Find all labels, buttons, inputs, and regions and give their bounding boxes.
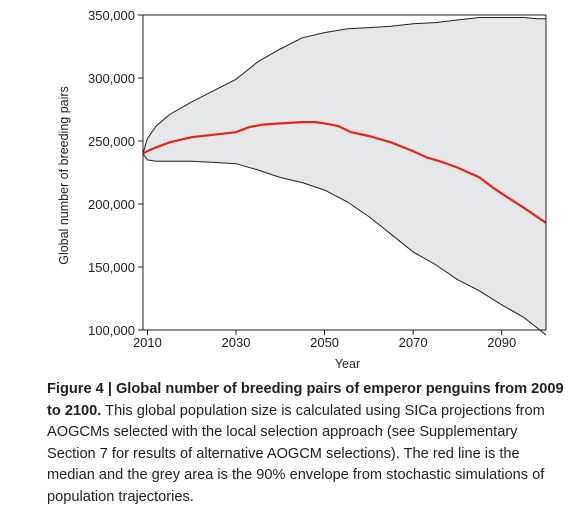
envelope-upper-line <box>142 17 546 154</box>
plot-border <box>142 14 547 331</box>
x-tick-label: 2090 <box>487 335 516 350</box>
figure-caption: Figure 4 | Global number of breeding pai… <box>47 379 567 508</box>
median-line <box>142 121 547 224</box>
y-tick-label: 100,000 <box>88 323 135 338</box>
caption-title: Figure 4 | Global number of breeding pai… <box>47 381 564 419</box>
x-tick-label: 2030 <box>222 335 251 350</box>
x-axis-title: Year <box>335 357 360 371</box>
y-tick-label: 300,000 <box>88 71 135 86</box>
x-tick-label: 2070 <box>399 335 428 350</box>
x-axis: 2010 2030 2050 2070 2090 <box>133 330 516 350</box>
envelope-lower-line <box>142 153 547 336</box>
y-tick-label: 200,000 <box>88 197 135 212</box>
x-tick-label: 2010 <box>133 335 162 350</box>
envelope-area <box>143 17 546 335</box>
caption-body: This global population size is calculate… <box>47 402 545 505</box>
y-axis: 100,000 150,000 200,000 250,000 300,000 350,0… <box>88 8 143 338</box>
x-tick-label: 2050 <box>310 335 339 350</box>
population-chart: 100,000 150,000 200,000 250,000 300,000 350,0… <box>57 8 547 371</box>
y-tick-label: 250,000 <box>88 134 135 149</box>
y-tick-label: 350,000 <box>88 8 135 23</box>
plot-frame <box>142 14 547 331</box>
y-tick-label: 150,000 <box>88 260 135 275</box>
y-axis-title: Global number of breeding pairs <box>57 86 71 265</box>
